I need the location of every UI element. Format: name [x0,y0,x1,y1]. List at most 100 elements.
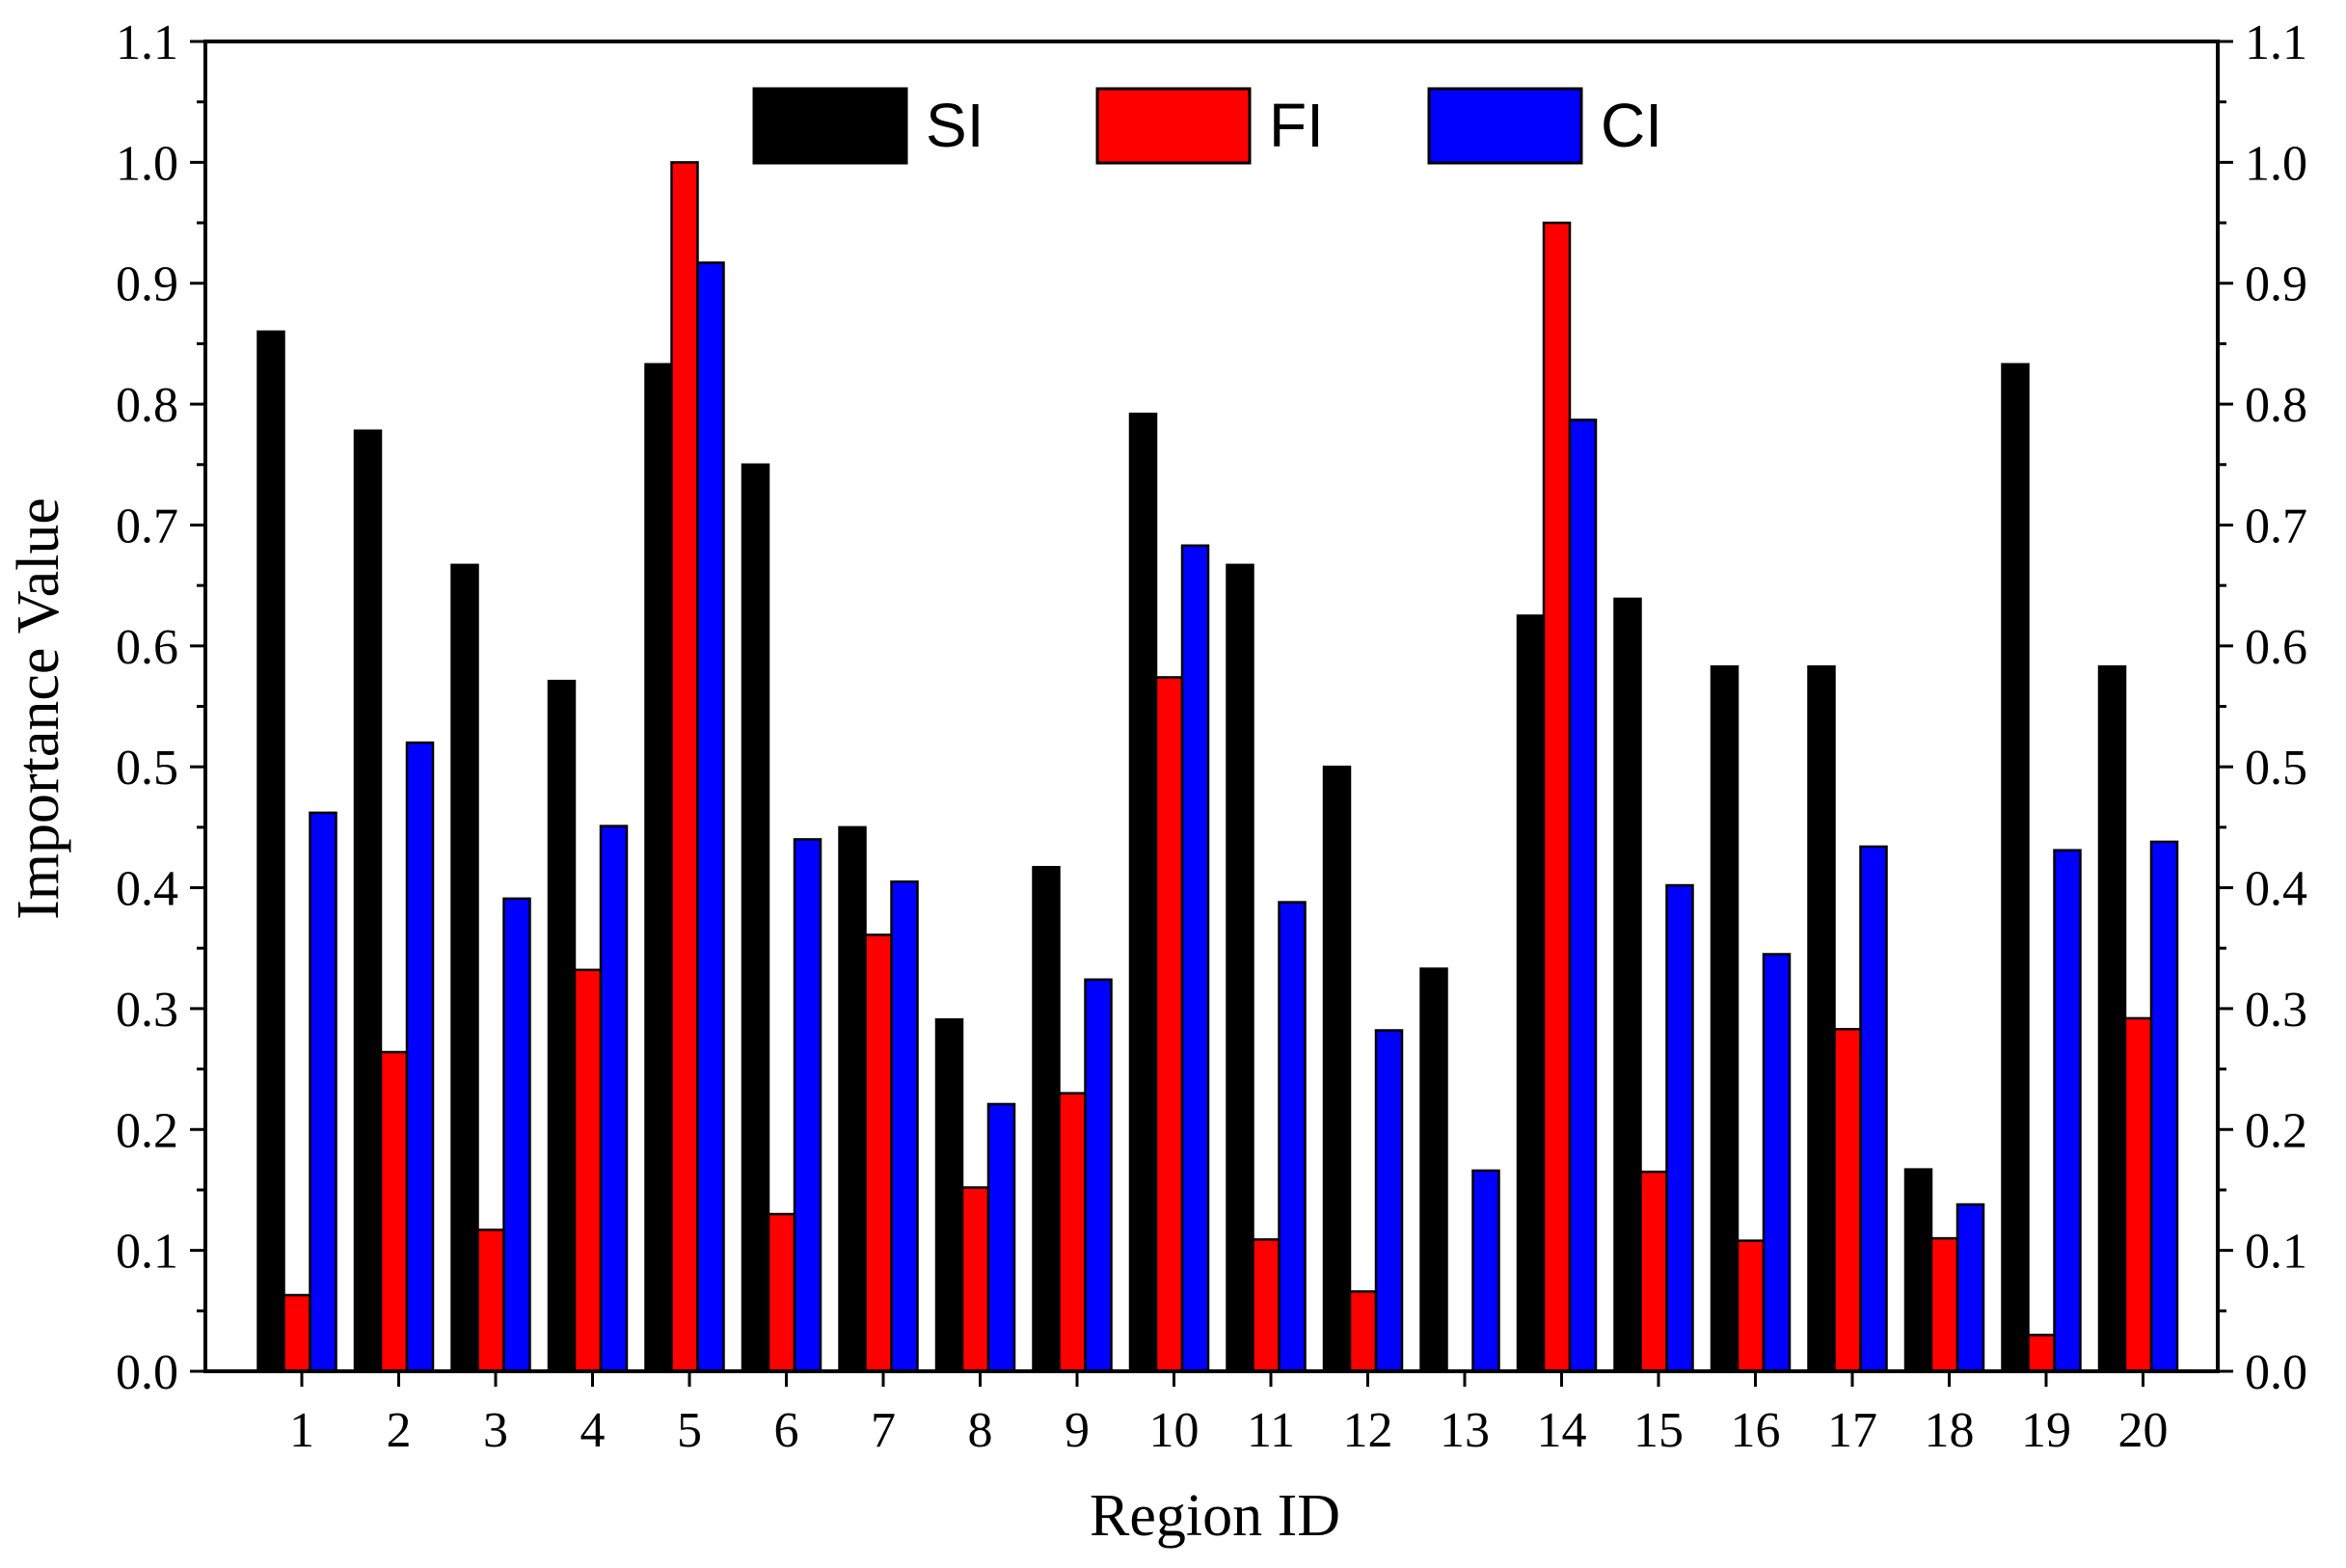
bar-ci-region-16 [1762,953,1792,1373]
legend-swatch-fi [1095,87,1252,165]
bar-ci-region-2 [405,741,435,1373]
bar-si-region-3 [450,563,479,1373]
bar-fi-region-17 [1833,1027,1862,1373]
y-tick-label-left: 0.2 [116,1103,178,1158]
x-tick-label: 8 [968,1403,993,1458]
bar-fi-region-8 [960,1186,990,1373]
bar-si-region-19 [2001,363,2030,1373]
y-tick-label-right: 0.3 [2245,983,2307,1038]
x-tick-label: 2 [387,1403,412,1458]
x-tick-label: 3 [483,1403,508,1458]
bar-si-region-14 [1516,614,1546,1373]
x-tick-label: 7 [871,1403,896,1458]
bar-ci-region-19 [2053,849,2082,1373]
x-tick-label: 6 [774,1403,799,1458]
y-tick-label-left: 1.1 [116,15,178,70]
bar-fi-region-14 [1542,221,1572,1373]
bar-ci-region-13 [1471,1169,1500,1373]
y-tick-label-right: 0.4 [2245,862,2307,917]
x-tick-label: 14 [1537,1403,1587,1458]
y-tick-label-left: 1.0 [116,136,178,191]
bar-fi-region-10 [1154,676,1184,1373]
bar-fi-region-1 [283,1293,311,1373]
bar-si-region-18 [1903,1168,1933,1373]
x-tick-label: 1 [289,1403,314,1458]
x-tick-label: 12 [1343,1403,1393,1458]
bar-fi-region-7 [864,933,893,1373]
bar-si-region-10 [1128,412,1158,1373]
bar-ci-region-7 [890,880,919,1373]
bar-si-region-9 [1032,865,1061,1373]
axes-layer: 1 2 3 4 5 6 7 8 9 10 11 12 13 14 15 16 17 18 19 200.0 0.00.1… [116,15,2307,1458]
legend-label-ci: CI [1601,91,1662,160]
bar-fi-region-11 [1252,1238,1281,1373]
bar-ci-region-11 [1278,901,1307,1373]
y-tick-label-right: 0.7 [2245,499,2307,554]
y-tick-label-left: 0.7 [116,499,178,554]
bar-si-region-17 [1807,664,1836,1373]
bar-ci-region-10 [1180,544,1210,1373]
x-tick-label: 19 [2021,1403,2071,1458]
bar-ci-region-6 [793,838,822,1373]
bar-si-region-12 [1322,765,1352,1373]
legend-swatch-ci [1427,87,1583,165]
bar-fi-region-4 [573,968,603,1373]
bar-fi-region-5 [670,161,699,1373]
bar-si-region-11 [1226,563,1254,1373]
bar-ci-region-17 [1859,845,1888,1373]
bar-si-region-1 [256,330,285,1373]
bar-si-region-13 [1419,967,1448,1373]
bar-ci-region-20 [2149,840,2179,1373]
x-tick-label: 13 [1440,1403,1490,1458]
bar-fi-region-19 [2027,1334,2056,1373]
y-tick-label-left: 0.4 [116,862,178,917]
bar-ci-region-15 [1665,883,1694,1373]
x-tick-label: 18 [1925,1403,1975,1458]
x-axis-title: Region ID [1090,1483,1340,1549]
x-tick-label: 4 [580,1403,606,1458]
x-tick-label: 16 [1731,1403,1781,1458]
y-tick-label-right: 0.0 [2245,1345,2307,1400]
bar-fi-region-6 [767,1212,796,1373]
x-tick-label: 17 [1827,1403,1877,1458]
bar-si-region-15 [1613,597,1642,1373]
bar-fi-region-16 [1736,1239,1766,1373]
y-tick-label-left: 0.8 [116,378,178,433]
y-tick-label-right: 0.1 [2245,1225,2307,1280]
y-tick-label-right: 1.1 [2245,15,2307,70]
bar-ci-region-1 [309,811,337,1373]
bar-ci-region-9 [1084,978,1113,1373]
x-tick-label: 11 [1247,1403,1295,1458]
bar-fi-region-20 [2123,1016,2153,1373]
bar-si-region-16 [1710,664,1739,1373]
x-tick-label: 20 [2118,1403,2169,1458]
bar-ci-region-8 [986,1102,1016,1373]
y-tick-label-left: 0.6 [116,620,178,675]
y-tick-label-right: 0.5 [2245,741,2307,796]
bar-ci-region-14 [1568,419,1598,1373]
y-axis-title: Importance Value [6,498,71,920]
y-tick-label-right: 0.2 [2245,1103,2307,1158]
bar-si-region-2 [353,429,383,1373]
bar-ci-region-18 [1955,1203,1985,1373]
bar-ci-region-12 [1374,1029,1404,1373]
bar-fi-region-18 [1929,1236,1959,1373]
y-tick-label-left: 0.1 [116,1225,178,1280]
y-tick-label-right: 1.0 [2245,136,2307,191]
y-tick-label-left: 0.9 [116,257,178,312]
bar-si-region-7 [838,825,867,1373]
x-tick-label: 15 [1633,1403,1684,1458]
bar-ci-region-4 [599,825,629,1373]
y-tick-label-left: 0.0 [116,1345,178,1400]
bar-si-region-4 [547,679,577,1373]
bar-fi-region-3 [476,1229,505,1373]
bar-fi-region-12 [1348,1290,1378,1373]
bar-si-region-6 [741,463,770,1373]
bar-si-region-8 [934,1017,964,1373]
bar-si-region-5 [644,363,673,1373]
x-tick-label: 5 [677,1403,702,1458]
x-tick-label: 10 [1149,1403,1200,1458]
y-tick-label-right: 0.6 [2245,620,2307,675]
x-tick-label: 9 [1065,1403,1090,1458]
